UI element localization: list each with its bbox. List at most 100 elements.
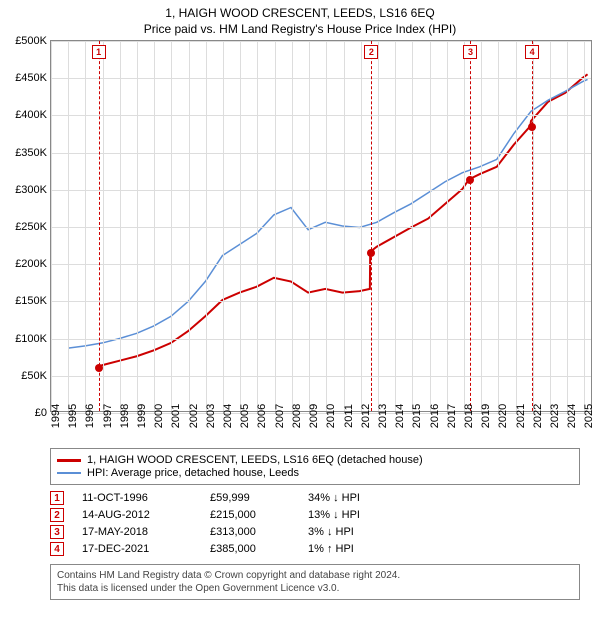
event-line xyxy=(371,41,372,411)
x-axis-label: 2010 xyxy=(325,404,337,428)
chart-subtitle: Price paid vs. HM Land Registry's House … xyxy=(0,20,600,40)
event-marker: 4 xyxy=(525,45,539,59)
gridline-v xyxy=(361,41,362,411)
footer: Contains HM Land Registry data © Crown c… xyxy=(50,564,580,600)
chart-area: £0£50K£100K£150K£200K£250K£300K£350K£400… xyxy=(50,40,592,412)
y-axis-label: £500K xyxy=(15,35,51,47)
gridline-v xyxy=(326,41,327,411)
x-axis-label: 2007 xyxy=(274,404,286,428)
gridline-v xyxy=(344,41,345,411)
event-delta: 13% ↓ HPI xyxy=(308,509,408,521)
legend-item: 1, HAIGH WOOD CRESCENT, LEEDS, LS16 6EQ … xyxy=(57,454,573,466)
event-marker: 2 xyxy=(364,45,378,59)
gridline-h xyxy=(51,153,591,154)
event-row: 111-OCT-1996£59,99934% ↓ HPI xyxy=(50,491,580,505)
chart-container: 1, HAIGH WOOD CRESCENT, LEEDS, LS16 6EQ … xyxy=(0,0,600,620)
x-axis-label: 2005 xyxy=(239,404,251,428)
gridline-v xyxy=(85,41,86,411)
gridline-v xyxy=(430,41,431,411)
x-axis-label: 2008 xyxy=(291,404,303,428)
event-delta: 34% ↓ HPI xyxy=(308,492,408,504)
legend-swatch xyxy=(57,459,81,462)
gridline-v xyxy=(154,41,155,411)
y-axis-label: £250K xyxy=(15,221,51,233)
event-delta: 1% ↑ HPI xyxy=(308,543,408,555)
gridline-v xyxy=(171,41,172,411)
gridline-v xyxy=(584,41,585,411)
event-number-box: 4 xyxy=(50,542,64,556)
x-axis-label: 2002 xyxy=(188,404,200,428)
x-axis-label: 2015 xyxy=(411,404,423,428)
x-axis-label: 1997 xyxy=(102,404,114,428)
y-axis-label: £400K xyxy=(15,109,51,121)
event-delta: 3% ↓ HPI xyxy=(308,526,408,538)
gridline-v xyxy=(378,41,379,411)
x-axis-label: 2021 xyxy=(515,404,527,428)
gridline-h xyxy=(51,264,591,265)
gridline-v xyxy=(309,41,310,411)
gridline-v xyxy=(120,41,121,411)
x-axis-label: 2022 xyxy=(532,404,544,428)
gridline-v xyxy=(275,41,276,411)
x-axis-label: 1994 xyxy=(50,404,62,428)
event-line xyxy=(470,41,471,411)
x-axis-label: 2024 xyxy=(566,404,578,428)
x-axis-label: 1999 xyxy=(136,404,148,428)
y-axis-label: £200K xyxy=(15,258,51,270)
events-table: 111-OCT-1996£59,99934% ↓ HPI214-AUG-2012… xyxy=(50,491,580,556)
x-axis-label: 2013 xyxy=(377,404,389,428)
x-axis-label: 2017 xyxy=(446,404,458,428)
gridline-v xyxy=(137,41,138,411)
x-axis-label: 2003 xyxy=(205,404,217,428)
x-axis-label: 1998 xyxy=(119,404,131,428)
x-axis-label: 2018 xyxy=(463,404,475,428)
sale-point-marker xyxy=(95,364,103,372)
event-number-box: 1 xyxy=(50,491,64,505)
sale-point-marker xyxy=(528,123,536,131)
plot-region: £0£50K£100K£150K£200K£250K£300K£350K£400… xyxy=(50,40,592,412)
x-axis-label: 2000 xyxy=(153,404,165,428)
legend-label: HPI: Average price, detached house, Leed… xyxy=(87,467,299,479)
x-axis-label: 2019 xyxy=(480,404,492,428)
footer-line: This data is licensed under the Open Gov… xyxy=(57,582,573,595)
gridline-h xyxy=(51,78,591,79)
x-axis-label: 2023 xyxy=(549,404,561,428)
event-date: 14-AUG-2012 xyxy=(82,509,192,521)
gridline-v xyxy=(51,41,52,411)
event-line xyxy=(532,41,533,411)
gridline-h xyxy=(51,190,591,191)
footer-line: Contains HM Land Registry data © Crown c… xyxy=(57,569,573,582)
y-axis-label: £100K xyxy=(15,333,51,345)
gridline-v xyxy=(447,41,448,411)
x-axis-label: 1996 xyxy=(84,404,96,428)
gridline-v xyxy=(206,41,207,411)
event-price: £313,000 xyxy=(210,526,290,538)
gridline-h xyxy=(51,41,591,42)
legend-swatch xyxy=(57,472,81,474)
gridline-v xyxy=(68,41,69,411)
legend-item: HPI: Average price, detached house, Leed… xyxy=(57,467,573,479)
gridline-v xyxy=(516,41,517,411)
gridline-v xyxy=(257,41,258,411)
event-price: £215,000 xyxy=(210,509,290,521)
gridline-v xyxy=(395,41,396,411)
gridline-v xyxy=(240,41,241,411)
x-axis-label: 2020 xyxy=(497,404,509,428)
event-date: 17-DEC-2021 xyxy=(82,543,192,555)
x-axis-label: 2004 xyxy=(222,404,234,428)
gridline-v xyxy=(550,41,551,411)
y-axis-label: £300K xyxy=(15,184,51,196)
event-number-box: 2 xyxy=(50,508,64,522)
x-axis-label: 2016 xyxy=(429,404,441,428)
event-date: 11-OCT-1996 xyxy=(82,492,192,504)
event-marker: 3 xyxy=(463,45,477,59)
x-axis-label: 1995 xyxy=(67,404,79,428)
chart-lines xyxy=(51,41,591,411)
event-row: 417-DEC-2021£385,0001% ↑ HPI xyxy=(50,542,580,556)
gridline-v xyxy=(498,41,499,411)
gridline-v xyxy=(223,41,224,411)
gridline-h xyxy=(51,376,591,377)
gridline-v xyxy=(567,41,568,411)
y-axis-label: £0 xyxy=(35,407,51,419)
series-line xyxy=(68,79,587,348)
